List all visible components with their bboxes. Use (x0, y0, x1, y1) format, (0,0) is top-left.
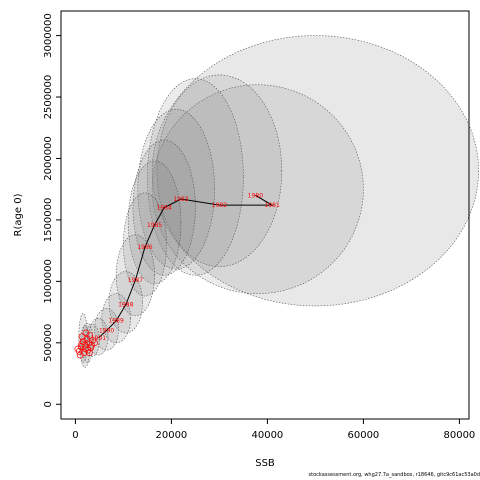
cluster-point (76, 351, 84, 359)
cluster-point (91, 339, 98, 347)
x-tick-label: 80000 (443, 430, 475, 441)
cluster-point (82, 345, 89, 353)
year-label: 1991 (91, 335, 106, 342)
confidence-ellipse (115, 234, 155, 317)
year-label: 1984 (157, 205, 172, 212)
cluster-point (82, 329, 90, 337)
confidence-ellipse (127, 160, 182, 285)
cluster-point (80, 349, 88, 356)
year-label: 1990 (99, 328, 114, 335)
x-tick-label: 60000 (347, 430, 379, 441)
confidence-ellipse (108, 271, 143, 334)
cluster-point (74, 345, 82, 353)
year-label: 1986 (137, 244, 152, 251)
x-axis: 0 20000 40000 60000 80000 (72, 418, 475, 441)
trajectory-line (98, 194, 275, 339)
year-label: 1989 (109, 318, 124, 325)
confidence-ellipse (151, 35, 479, 307)
year-label: 1982 (212, 202, 227, 209)
cluster-point (89, 336, 97, 344)
year-label: 1987 (128, 277, 143, 284)
y-tick-label: 0 (43, 401, 54, 407)
confidence-ellipse (151, 84, 364, 294)
y-tick-label: 2500000 (43, 75, 54, 120)
cluster-point (78, 340, 85, 348)
confidence-ellipse (123, 192, 167, 297)
y-tick-label: 1000000 (43, 259, 54, 304)
year-label: 1981 (265, 202, 280, 209)
cluster-points (74, 329, 98, 359)
y-tick-label: 3000000 (43, 13, 54, 58)
y-tick-label: 500000 (43, 324, 54, 362)
x-axis-title: SSB (255, 458, 275, 469)
confidence-ellipse (147, 78, 244, 276)
confidence-ellipses (78, 35, 479, 368)
confidence-ellipse (78, 313, 88, 363)
year-label: 1985 (147, 222, 162, 229)
x-tick-label: 40000 (251, 430, 283, 441)
cluster-point (85, 349, 93, 356)
x-tick-label: 20000 (155, 430, 187, 441)
x-tick-label: 0 (72, 430, 78, 441)
year-label: 1983 (173, 196, 188, 203)
confidence-ellipse (101, 293, 131, 344)
confidence-ellipse (137, 109, 215, 270)
y-axis: 0 500000 1000000 1500000 2000000 2500000 30000… (43, 13, 62, 407)
cluster-point (81, 341, 89, 349)
y-tick-label: 1500000 (43, 198, 54, 243)
cluster-point (86, 332, 94, 339)
year-label: 1988 (118, 302, 133, 309)
year-label: 1980 (248, 192, 263, 199)
footer-note: stockassessment.org, whg27.7a_sandbox, r… (308, 472, 480, 478)
y-axis-title: R(age 0) (13, 193, 24, 236)
confidence-ellipse (156, 74, 283, 267)
y-tick-label: 2000000 (43, 136, 54, 181)
cluster-point (78, 333, 86, 341)
